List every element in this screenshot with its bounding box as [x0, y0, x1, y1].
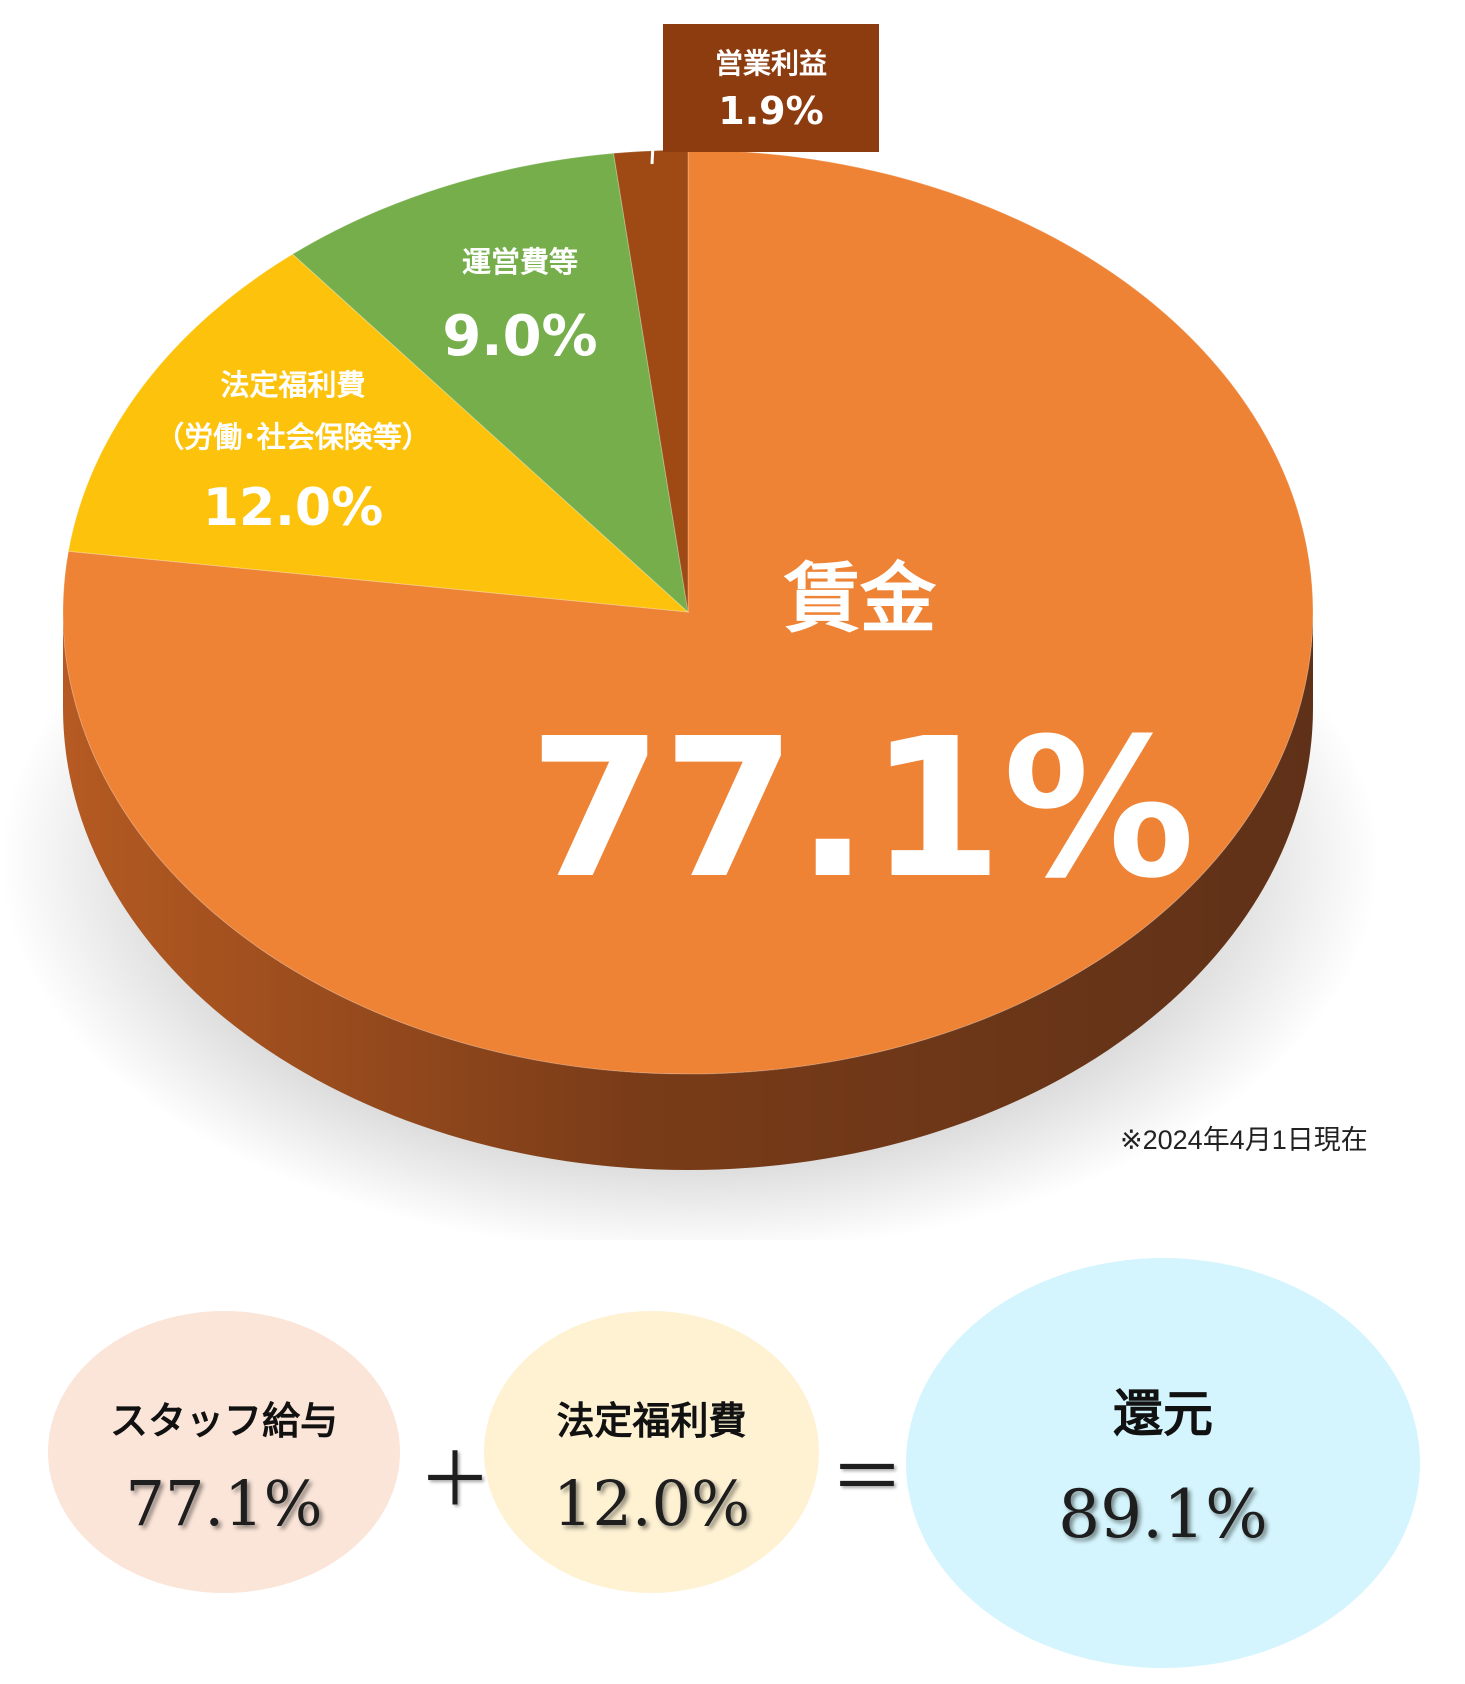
pie-slice-legal-welfare	[67, 253, 690, 613]
total-return-bubble: 還元 89.1%	[906, 1258, 1420, 1668]
pie-slice-wages	[62, 149, 1314, 1075]
pie-side-wall	[63, 612, 1313, 1170]
slice-value-operating-profit: 1.9%	[718, 89, 823, 133]
slice-label-operating-costs: 運営費等	[462, 245, 578, 279]
slice-value-wages: 77.1%	[529, 698, 1195, 921]
callout-box-operating-profit	[663, 24, 879, 152]
equals-sign: ＝	[830, 1435, 904, 1521]
slice-label-legal-welfare-line2: （労働･社会保険等）	[155, 420, 431, 454]
slice-label-wages: 賃金	[783, 554, 937, 643]
welfare-bubble: 法定福利費 12.0%	[484, 1311, 819, 1593]
slice-label-legal-welfare-line1: 法定福利費	[220, 368, 365, 402]
pie-slice-operating-costs	[291, 152, 689, 614]
staff-salary-bubble: スタッフ給与 77.1%	[48, 1311, 400, 1593]
plus-sign: ＋	[418, 1437, 492, 1523]
welfare-value: 12.0%	[553, 1467, 750, 1540]
date-note: ※2024年4月1日現在	[1120, 1125, 1368, 1155]
total-return-label: 還元	[1113, 1384, 1213, 1443]
pie-chart: 賃金 77.1% 法定福利費 （労働･社会保険等） 12.0% 運営費等 9.0% 営業利益 1…	[0, 24, 1380, 1240]
slice-value-operating-costs: 9.0%	[442, 304, 597, 369]
slice-label-operating-profit: 営業利益	[715, 47, 827, 80]
welfare-label: 法定福利費	[556, 1399, 747, 1443]
slice-value-legal-welfare: 12.0%	[203, 478, 383, 538]
staff-salary-value: 77.1%	[125, 1467, 323, 1540]
staff-salary-label: スタッフ給与	[109, 1399, 338, 1443]
total-return-value: 89.1%	[1058, 1475, 1268, 1553]
